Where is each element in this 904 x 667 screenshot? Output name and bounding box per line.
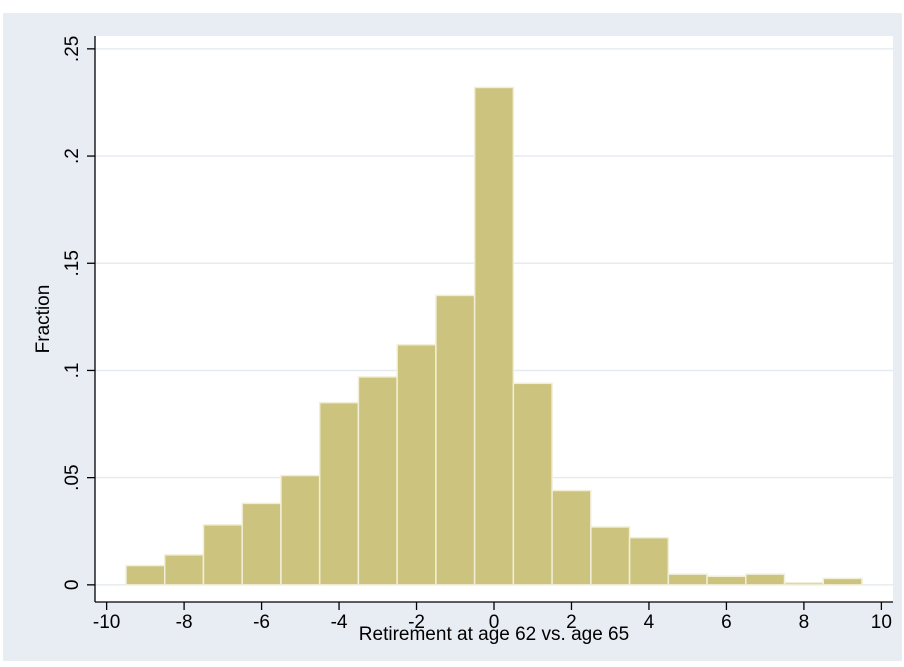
x-tick-label-0: -10 <box>93 612 120 633</box>
histogram-bar-13 <box>628 536 670 586</box>
histogram-bars <box>125 86 863 586</box>
x-tick-label-1: -8 <box>176 612 193 633</box>
x-tick-label-2: -6 <box>253 612 270 633</box>
y-tick-label-3: .15 <box>62 250 83 276</box>
histogram-bar-16 <box>745 573 786 586</box>
histogram-bar-18 <box>822 577 863 586</box>
histogram-bar-2 <box>202 524 243 586</box>
y-tick-label-0: 0 <box>62 580 83 591</box>
histogram-bar-11 <box>551 489 592 586</box>
histogram-bar-9 <box>473 86 515 586</box>
x-axis-title: Retirement at age 62 vs. age 65 <box>359 624 629 645</box>
y-axis-title: Fraction <box>33 285 54 354</box>
histogram-bar-5 <box>318 401 360 586</box>
x-axis-ticks: -10 -8 -6 -4 -2 0 2 4 6 8 10 <box>93 602 892 633</box>
x-tick-label-8: 6 <box>721 612 732 633</box>
x-tick-label-4: -2 <box>408 612 425 633</box>
x-tick-label-3: -4 <box>331 612 348 633</box>
histogram-bar-0 <box>125 564 166 586</box>
histogram-chart: -10 -8 -6 -4 -2 0 2 4 6 8 10 0 .05 .1 .15 .2 .25 Retire… <box>33 36 893 645</box>
histogram-bar-17 <box>783 581 825 586</box>
y-axis-ticks: 0 .05 .1 .15 .2 .25 <box>62 36 95 590</box>
histogram-bar-7 <box>396 343 437 586</box>
histogram-bar-8 <box>435 294 476 586</box>
histogram-bar-1 <box>163 554 205 586</box>
chart-figure: -10 -8 -6 -4 -2 0 2 4 6 8 10 0 .05 .1 .15 .2 .25 Retire… <box>3 13 902 661</box>
x-tick-label-7: 4 <box>644 612 655 633</box>
histogram-bar-3 <box>241 502 282 586</box>
y-tick-label-2: .1 <box>62 363 83 379</box>
x-tick-label-6: 2 <box>566 612 577 633</box>
x-tick-label-10: 10 <box>871 612 892 633</box>
histogram-bar-10 <box>512 382 553 586</box>
histogram-bar-4 <box>280 474 321 586</box>
histogram-bar-12 <box>590 526 631 586</box>
y-tick-label-4: .2 <box>62 148 83 164</box>
x-tick-label-9: 8 <box>799 612 810 633</box>
histogram-bar-6 <box>357 376 398 586</box>
histogram-bar-14 <box>667 573 708 586</box>
histogram-bar-15 <box>706 575 747 586</box>
y-tick-label-1: .05 <box>62 464 83 490</box>
y-tick-label-5: .25 <box>62 36 83 62</box>
x-tick-label-5: 0 <box>489 612 500 633</box>
